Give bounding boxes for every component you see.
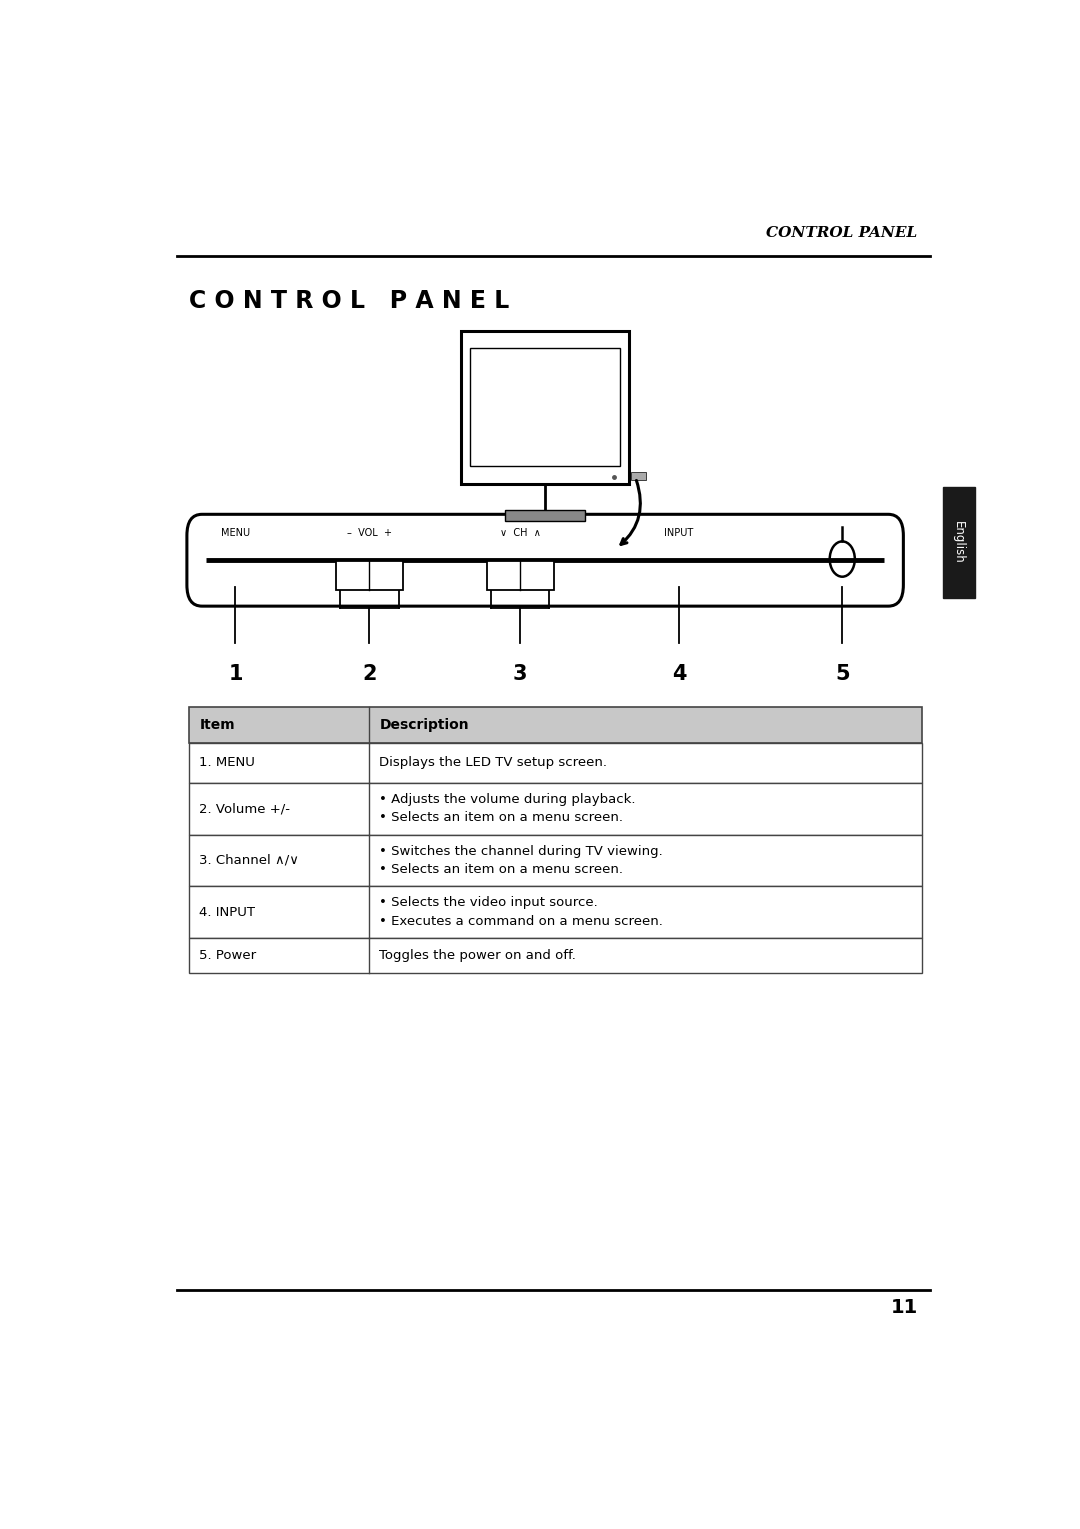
Text: 4. INPUT: 4. INPUT <box>200 905 256 919</box>
Text: ∨  CH  ∧: ∨ CH ∧ <box>500 528 540 538</box>
Text: English: English <box>953 521 966 564</box>
Text: Displays the LED TV setup screen.: Displays the LED TV setup screen. <box>379 757 607 769</box>
FancyBboxPatch shape <box>189 887 922 939</box>
Text: 2: 2 <box>362 664 377 683</box>
FancyBboxPatch shape <box>632 472 647 480</box>
Text: 11: 11 <box>890 1298 918 1318</box>
Text: 5. Power: 5. Power <box>200 950 257 962</box>
FancyBboxPatch shape <box>943 486 974 598</box>
Text: 4: 4 <box>672 664 686 683</box>
Text: 2. Volume +/-: 2. Volume +/- <box>200 803 291 815</box>
Text: INPUT: INPUT <box>664 528 693 538</box>
FancyBboxPatch shape <box>189 708 922 743</box>
FancyBboxPatch shape <box>189 783 922 835</box>
FancyBboxPatch shape <box>187 514 903 605</box>
Text: CONTROL PANEL: CONTROL PANEL <box>767 226 918 240</box>
FancyBboxPatch shape <box>470 349 620 466</box>
FancyBboxPatch shape <box>189 743 922 783</box>
Text: • Selects the video input source.
• Executes a command on a menu screen.: • Selects the video input source. • Exec… <box>379 896 663 928</box>
Text: Toggles the power on and off.: Toggles the power on and off. <box>379 950 577 962</box>
Text: Item: Item <box>200 719 235 732</box>
Text: 3: 3 <box>513 664 527 683</box>
Text: • Adjusts the volume during playback.
• Selects an item on a menu screen.: • Adjusts the volume during playback. • … <box>379 794 636 824</box>
Text: • Switches the channel during TV viewing.
• Selects an item on a menu screen.: • Switches the channel during TV viewing… <box>379 844 663 876</box>
Text: 1. MENU: 1. MENU <box>200 757 255 769</box>
Text: Description: Description <box>379 719 469 732</box>
Text: 1: 1 <box>228 664 243 683</box>
Text: C O N T R O L   P A N E L: C O N T R O L P A N E L <box>189 289 510 313</box>
FancyBboxPatch shape <box>486 561 554 590</box>
FancyBboxPatch shape <box>189 939 922 974</box>
FancyBboxPatch shape <box>461 330 629 483</box>
FancyBboxPatch shape <box>189 835 922 887</box>
FancyBboxPatch shape <box>505 509 585 521</box>
Text: MENU: MENU <box>221 528 249 538</box>
Text: 5: 5 <box>835 664 850 683</box>
Text: –  VOL  +: – VOL + <box>347 528 392 538</box>
FancyBboxPatch shape <box>336 561 403 590</box>
Text: 3. Channel ∧/∨: 3. Channel ∧/∨ <box>200 853 299 867</box>
